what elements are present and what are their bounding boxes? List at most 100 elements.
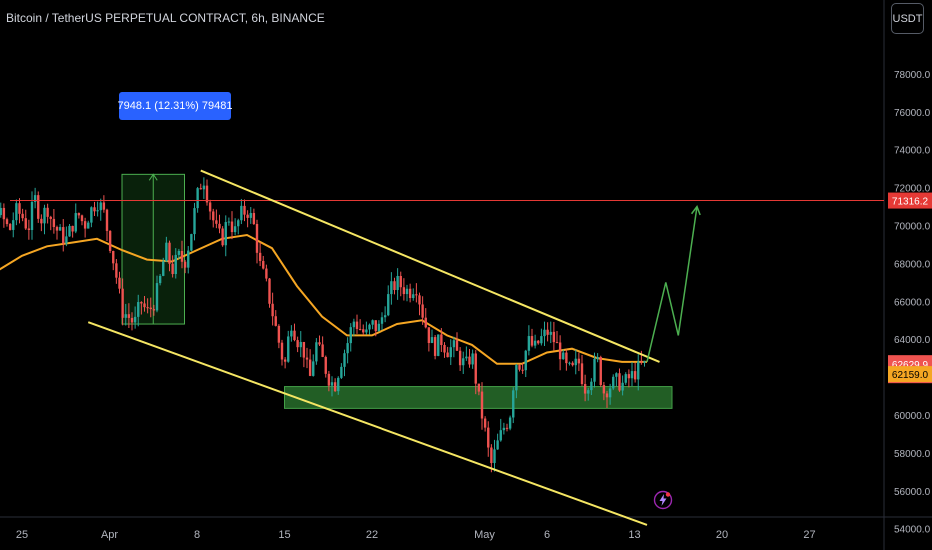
candle-body[interactable]	[165, 242, 168, 262]
candle-body[interactable]	[349, 327, 352, 344]
candle-body[interactable]	[12, 220, 15, 230]
candle-body[interactable]	[468, 356, 471, 365]
candle-body[interactable]	[52, 218, 56, 228]
candle-body[interactable]	[305, 357, 309, 360]
candle-body[interactable]	[183, 261, 187, 268]
candle-body[interactable]	[149, 307, 152, 310]
candle-body[interactable]	[377, 323, 381, 332]
candle-body[interactable]	[177, 250, 181, 255]
projection-path[interactable]	[646, 206, 698, 363]
candle-body[interactable]	[352, 321, 356, 328]
candle-body[interactable]	[343, 353, 346, 367]
candle-body[interactable]	[243, 205, 246, 215]
candle-body[interactable]	[602, 385, 606, 394]
candle-body[interactable]	[358, 328, 362, 330]
candle-body[interactable]	[574, 358, 577, 366]
candle-body[interactable]	[568, 362, 571, 364]
candle-body[interactable]	[246, 214, 249, 218]
candle-body[interactable]	[8, 224, 12, 230]
candle-body[interactable]	[27, 228, 31, 230]
candle-body[interactable]	[477, 383, 481, 392]
candle-body[interactable]	[527, 336, 531, 351]
candle-body[interactable]	[299, 341, 302, 348]
candle-body[interactable]	[521, 369, 524, 371]
candle-body[interactable]	[587, 390, 590, 394]
candle-body[interactable]	[24, 218, 27, 229]
candle-body[interactable]	[193, 208, 196, 235]
candle-body[interactable]	[374, 320, 377, 332]
candle-body[interactable]	[593, 358, 596, 382]
candle-body[interactable]	[137, 302, 140, 317]
candle-body[interactable]	[315, 342, 318, 362]
candle-body[interactable]	[624, 374, 627, 383]
candle-body[interactable]	[412, 294, 415, 299]
candle-body[interactable]	[418, 295, 421, 305]
candle-body[interactable]	[96, 210, 99, 212]
candle-body[interactable]	[62, 227, 65, 244]
candle-body[interactable]	[443, 344, 446, 353]
candle-body[interactable]	[208, 202, 212, 212]
candle-body[interactable]	[99, 202, 102, 211]
candle-body[interactable]	[462, 358, 465, 366]
candle-body[interactable]	[421, 304, 424, 318]
candle-body[interactable]	[71, 225, 74, 232]
candle-body[interactable]	[408, 288, 412, 299]
candle-body[interactable]	[40, 218, 43, 224]
candle-body[interactable]	[321, 344, 324, 357]
candle-body[interactable]	[283, 359, 287, 362]
candle-body[interactable]	[277, 325, 281, 343]
candle-body[interactable]	[640, 361, 643, 363]
candle-body[interactable]	[196, 188, 199, 209]
candle-body[interactable]	[346, 343, 349, 354]
candle-body[interactable]	[87, 222, 90, 229]
candle-body[interactable]	[612, 376, 615, 389]
candle-body[interactable]	[502, 427, 506, 431]
candle-body[interactable]	[415, 294, 418, 296]
candle-body[interactable]	[618, 373, 621, 391]
candle-body[interactable]	[405, 288, 409, 295]
candle-body[interactable]	[365, 329, 368, 333]
candle-body[interactable]	[77, 213, 81, 216]
candle-body[interactable]	[58, 227, 62, 231]
candle-body[interactable]	[505, 427, 509, 429]
channel-upper-line[interactable]	[200, 169, 660, 363]
candle-body[interactable]	[190, 234, 193, 251]
candle-body[interactable]	[580, 363, 584, 385]
candle-body[interactable]	[371, 320, 374, 325]
candle-body[interactable]	[530, 336, 534, 346]
candle-body[interactable]	[155, 283, 159, 311]
candle-body[interactable]	[65, 236, 68, 244]
candle-body[interactable]	[608, 388, 612, 398]
candle-body[interactable]	[80, 215, 84, 222]
candle-body[interactable]	[458, 350, 462, 366]
candle-body[interactable]	[399, 275, 402, 288]
candle-body[interactable]	[393, 281, 396, 291]
candle-body[interactable]	[202, 185, 206, 190]
candle-body[interactable]	[237, 220, 240, 227]
candle-body[interactable]	[333, 382, 337, 392]
candle-body[interactable]	[643, 361, 646, 363]
candle-body[interactable]	[162, 261, 165, 276]
candle-body[interactable]	[483, 418, 487, 428]
candle-body[interactable]	[21, 213, 24, 219]
candle-body[interactable]	[312, 361, 315, 376]
candle-body[interactable]	[452, 340, 456, 348]
candle-body[interactable]	[230, 221, 234, 233]
candle-body[interactable]	[108, 230, 112, 251]
candle-body[interactable]	[637, 361, 640, 380]
candle-body[interactable]	[174, 254, 177, 275]
candle-body[interactable]	[302, 341, 306, 358]
candle-body[interactable]	[515, 365, 518, 391]
candle-body[interactable]	[271, 303, 274, 317]
candle-body[interactable]	[380, 317, 384, 324]
candle-body[interactable]	[212, 211, 215, 221]
candle-body[interactable]	[490, 447, 493, 464]
candle-body[interactable]	[43, 207, 46, 224]
candle-body[interactable]	[533, 340, 537, 346]
candle-body[interactable]	[327, 373, 331, 386]
candle-body[interactable]	[240, 205, 243, 221]
candle-body[interactable]	[112, 250, 115, 264]
candle-body[interactable]	[143, 303, 146, 308]
candle-body[interactable]	[355, 321, 359, 329]
